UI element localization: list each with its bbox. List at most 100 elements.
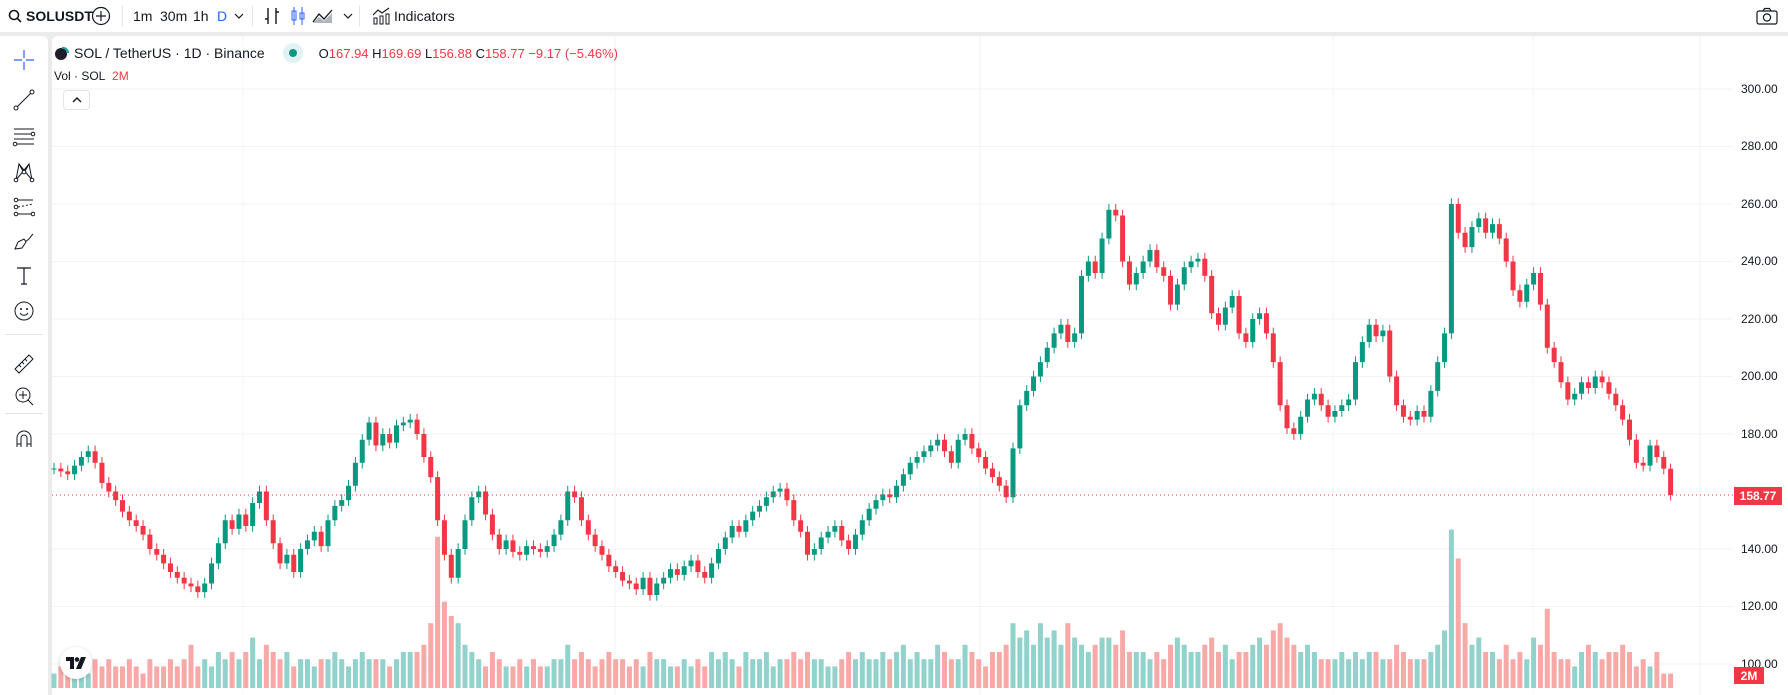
candle-body (1654, 445, 1660, 457)
volume-bar (1407, 659, 1413, 688)
candle-body (1531, 273, 1537, 285)
candle-body (400, 422, 406, 426)
screenshot-button[interactable] (1756, 0, 1778, 32)
volume-bar (1510, 659, 1516, 688)
candle-body (1229, 296, 1235, 308)
candle-body (846, 540, 852, 549)
candle-body (757, 505, 763, 512)
volume-bar (1332, 659, 1338, 688)
candle-body (72, 465, 78, 475)
chart-type-dropdown[interactable] (342, 0, 354, 32)
volume-label: Vol · SOL (54, 69, 106, 83)
interval-1m[interactable]: 1m (133, 8, 153, 24)
volume-bar (544, 666, 550, 688)
divider (122, 6, 123, 26)
volume-bar (1174, 637, 1180, 688)
candle-body (1661, 457, 1667, 469)
candle-body (1394, 376, 1400, 406)
volume-bar (215, 652, 221, 688)
candle-body (1627, 419, 1632, 440)
volume-bar (873, 659, 879, 688)
candle-body (907, 462, 913, 475)
volume-bar (1195, 652, 1201, 688)
magnet-tool[interactable] (9, 424, 39, 454)
brush-tool[interactable] (9, 226, 39, 256)
volume-bar (1346, 659, 1352, 688)
candle-body (1490, 224, 1495, 233)
volume-bar (585, 659, 591, 688)
market-status[interactable] (282, 43, 303, 63)
interval-1h[interactable]: 1h (193, 8, 209, 24)
candle-body (1442, 333, 1448, 363)
candle-body (1599, 376, 1605, 383)
candle-body (996, 477, 1002, 486)
volume-bar (1483, 652, 1489, 688)
candle-body (1469, 227, 1475, 248)
text-tool[interactable] (9, 261, 39, 291)
volume-bar (243, 652, 249, 688)
volume-bar (1126, 652, 1132, 688)
volume-bar (1654, 652, 1660, 688)
crosshair-tool[interactable] (9, 45, 39, 75)
candle-body (161, 554, 167, 564)
interval-d[interactable]: D (217, 8, 228, 24)
volume-bar (1065, 623, 1071, 688)
trend-line-tool[interactable] (9, 85, 39, 115)
volume-bar (428, 623, 434, 688)
candle-body (1311, 393, 1317, 400)
volume-bar (565, 644, 571, 688)
tradingview-logo[interactable] (60, 647, 92, 679)
crosshair-icon (14, 50, 34, 70)
candle-body (839, 526, 845, 541)
volume-bar (722, 652, 728, 688)
measure-tool[interactable] (9, 349, 39, 379)
candle-body (318, 531, 324, 547)
candles-chart-button[interactable] (291, 0, 305, 32)
candle-body (1099, 238, 1105, 273)
candle-body (969, 434, 975, 449)
compare-symbol-button[interactable] (91, 0, 111, 32)
volume-bar (209, 666, 215, 688)
area-chart-button[interactable] (312, 0, 334, 32)
candle-body (1585, 382, 1591, 388)
indicators-button[interactable]: Indicators (372, 0, 455, 32)
candle-body (222, 520, 228, 544)
fib-tool[interactable] (9, 122, 39, 152)
volume-bar (1366, 652, 1372, 688)
candle-body (51, 468, 57, 470)
volume-bar (1311, 652, 1317, 688)
volume-bar (715, 659, 721, 688)
interval-30m[interactable]: 30m (160, 8, 188, 24)
candle-body (476, 491, 482, 498)
bars-chart-button[interactable] (264, 0, 280, 32)
bar-chart-icon (265, 8, 279, 24)
candle-body (852, 534, 858, 549)
interval-dropdown[interactable] (233, 0, 245, 32)
candle-body (441, 520, 447, 555)
trend-line-icon (13, 89, 35, 111)
emoji-tool[interactable] (9, 296, 39, 326)
candle-body (414, 419, 420, 434)
candle-body (531, 546, 536, 549)
volume-bar (989, 652, 995, 688)
symbol-search[interactable]: SOLUSDT (8, 0, 93, 32)
volume-bar (414, 652, 420, 688)
volume-bar (1161, 659, 1167, 688)
candle-body (1257, 313, 1263, 319)
prediction-tool[interactable] (9, 192, 39, 222)
collapse-legend-button[interactable] (63, 90, 90, 110)
volume-bar (620, 659, 626, 688)
volume-bar (277, 659, 283, 688)
volume-bar (894, 652, 900, 688)
volume-bar (948, 659, 954, 688)
volume-bar (99, 666, 105, 688)
zoom-in-tool[interactable] (9, 381, 39, 411)
candle-body (1037, 362, 1043, 377)
volume-bar (1270, 630, 1276, 688)
pattern-tool[interactable] (9, 157, 39, 187)
candle-body (469, 497, 475, 521)
volume-bar (1305, 644, 1311, 688)
volume-bar (1462, 623, 1468, 688)
candle-body (948, 451, 954, 463)
